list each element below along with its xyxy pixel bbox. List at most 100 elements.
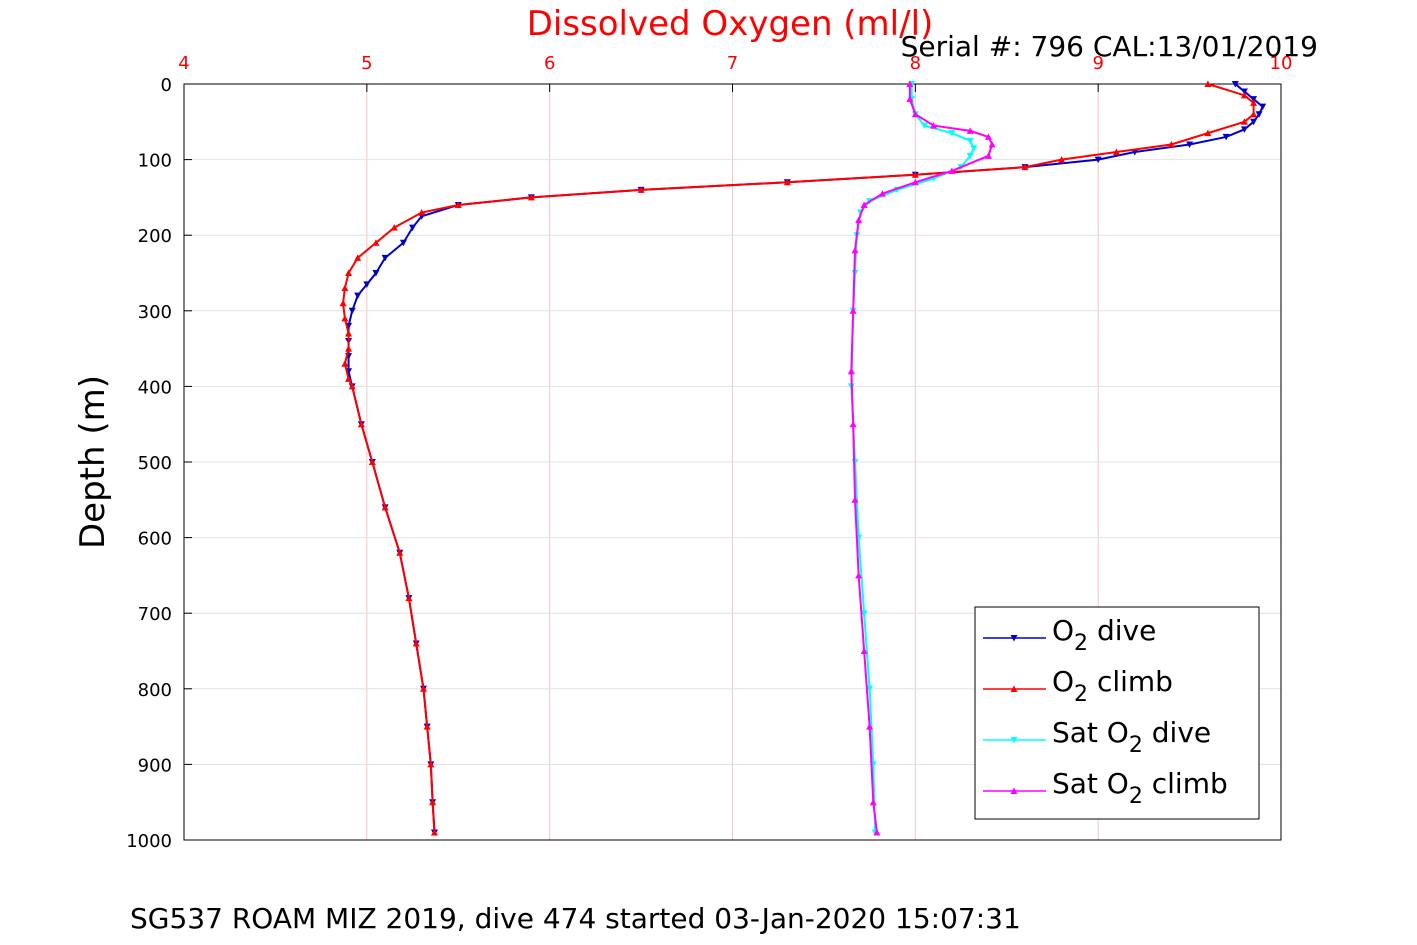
- data-point: [412, 639, 420, 647]
- data-point: [339, 299, 347, 307]
- legend-label: O2 climb: [1052, 665, 1173, 707]
- data-point: [372, 239, 380, 246]
- data-point: [1240, 88, 1248, 96]
- y-tick-label: 500: [138, 453, 172, 474]
- y-axis-label: Depth (m): [73, 375, 113, 549]
- legend-swatch-marker: [1010, 787, 1018, 794]
- data-point: [1240, 118, 1248, 125]
- data-point: [372, 270, 380, 277]
- data-point: [988, 140, 996, 148]
- legend-swatch-marker: [1010, 635, 1018, 642]
- data-point: [345, 375, 353, 382]
- data-point: [341, 284, 349, 292]
- x-tick-label: 8: [910, 53, 921, 74]
- data-point: [1094, 156, 1102, 164]
- data-point: [357, 420, 365, 428]
- chart-footer: SG537 ROAM MIZ 2019, dive 474 started 03…: [130, 902, 1021, 935]
- data-point: [348, 382, 356, 390]
- x-tick-label: 5: [361, 53, 372, 74]
- data-point: [869, 798, 877, 806]
- y-tick-label: 200: [138, 226, 172, 247]
- data-point: [866, 685, 874, 693]
- y-tick-label: 1000: [126, 831, 172, 852]
- data-point: [873, 828, 881, 836]
- data-point: [1204, 80, 1212, 87]
- data-point: [1240, 91, 1248, 99]
- data-point: [454, 201, 462, 208]
- data-point: [396, 549, 404, 556]
- data-point: [405, 594, 413, 602]
- data-point: [911, 110, 919, 118]
- y-tick-label: 900: [138, 755, 172, 776]
- data-point: [637, 186, 645, 193]
- data-point: [390, 224, 398, 231]
- data-point: [1250, 118, 1258, 126]
- data-point: [354, 254, 362, 261]
- data-point: [399, 239, 407, 247]
- data-point: [878, 190, 886, 197]
- data-point: [345, 345, 353, 352]
- y-tick-label: 400: [138, 377, 172, 398]
- data-point: [847, 367, 855, 375]
- y-tick-label: 700: [138, 604, 172, 625]
- y-tick-label: 100: [138, 151, 172, 172]
- x-tick-label: 9: [1092, 53, 1103, 74]
- series-1: [339, 80, 1258, 836]
- data-point: [1240, 126, 1248, 133]
- data-point: [1186, 141, 1194, 148]
- data-point: [429, 798, 437, 806]
- data-point: [948, 130, 956, 137]
- legend-label: Sat O2 dive: [1052, 716, 1211, 758]
- y-tick-label: 300: [138, 302, 172, 323]
- data-point: [866, 723, 874, 730]
- data-point: [341, 360, 349, 367]
- x-tick-label: 7: [727, 53, 738, 74]
- y-tick-label: 800: [138, 680, 172, 701]
- data-point: [966, 127, 974, 134]
- data-point: [345, 329, 353, 337]
- data-point: [1255, 111, 1263, 118]
- data-point: [849, 420, 857, 428]
- data-point: [430, 828, 438, 836]
- data-point: [368, 458, 376, 465]
- data-point: [920, 122, 928, 130]
- data-point: [855, 216, 863, 224]
- data-point: [1259, 103, 1267, 111]
- legend-box: [974, 606, 1260, 820]
- data-point: [345, 269, 353, 276]
- legend-swatch-marker: [1010, 685, 1018, 692]
- data-point: [409, 224, 417, 232]
- data-point: [851, 496, 859, 503]
- data-point: [1167, 140, 1175, 148]
- data-point: [906, 80, 914, 87]
- data-point: [1222, 133, 1230, 141]
- data-point: [966, 137, 974, 145]
- y-tick-label: 0: [161, 75, 172, 96]
- data-point: [363, 281, 371, 288]
- data-point: [911, 171, 919, 178]
- data-point: [1058, 156, 1066, 163]
- data-point: [911, 178, 919, 186]
- data-point: [341, 314, 349, 322]
- data-point: [783, 178, 791, 186]
- data-point: [1021, 163, 1029, 171]
- series-line: [850, 84, 994, 833]
- x-tick-label: 4: [178, 53, 189, 74]
- data-point: [1250, 99, 1258, 106]
- data-point: [1231, 81, 1239, 88]
- legend-label: Sat O2 climb: [1052, 767, 1228, 809]
- data-point: [418, 209, 426, 216]
- x-tick-label: 10: [1270, 53, 1293, 74]
- legend-swatch-marker: [1010, 737, 1018, 744]
- data-point: [427, 760, 435, 768]
- chart-title: Dissolved Oxygen (ml/l): [527, 4, 934, 44]
- data-point: [527, 193, 535, 201]
- data-point: [1250, 96, 1258, 103]
- data-point: [381, 254, 389, 262]
- data-point: [348, 307, 356, 315]
- data-point: [860, 201, 868, 208]
- data-point: [381, 503, 389, 511]
- data-point: [984, 152, 992, 159]
